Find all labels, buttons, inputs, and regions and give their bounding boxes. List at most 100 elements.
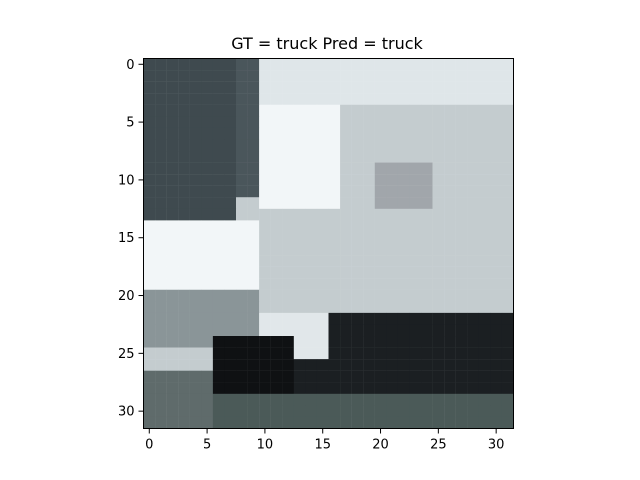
image-pixel <box>305 278 318 290</box>
image-pixel <box>143 174 156 186</box>
image-pixel <box>178 243 190 256</box>
image-pixel <box>363 393 375 406</box>
image-pixel <box>421 336 433 348</box>
image-pixel <box>259 312 271 325</box>
image-pixel <box>467 370 480 383</box>
image-pixel <box>166 104 179 117</box>
image-pixel <box>409 255 422 267</box>
image-pixel <box>293 393 306 406</box>
image-pixel <box>143 393 156 406</box>
image-pixel <box>293 405 306 418</box>
image-pixel <box>351 174 364 186</box>
image-pixel <box>490 81 503 94</box>
image-pixel <box>374 162 387 175</box>
image-pixel <box>212 266 225 279</box>
image-pixel <box>467 289 480 302</box>
image-pixel <box>282 162 295 175</box>
image-pixel <box>236 336 248 348</box>
image-pixel <box>270 336 283 348</box>
image-pixel <box>444 116 456 129</box>
image-pixel <box>363 278 375 290</box>
image-pixel <box>270 255 283 267</box>
image-pixel <box>282 301 295 314</box>
image-pixel <box>316 289 329 302</box>
image-pixel <box>224 58 237 71</box>
image-pixel <box>189 266 202 279</box>
image-pixel <box>455 116 468 129</box>
image-pixel <box>478 393 491 406</box>
image-pixel <box>316 151 329 163</box>
image-pixel <box>328 255 341 267</box>
image-pixel <box>340 324 352 337</box>
image-pixel <box>143 301 156 314</box>
image-pixel <box>316 174 329 186</box>
image-pixel <box>501 208 514 221</box>
image-pixel <box>201 174 214 186</box>
image-pixel <box>259 393 271 406</box>
image-pixel <box>293 416 306 429</box>
image-pixel <box>293 266 306 279</box>
image-pixel <box>282 405 295 418</box>
image-pixel <box>236 104 248 117</box>
image-pixel <box>455 405 468 418</box>
image-pixel <box>189 197 202 210</box>
image-pixel <box>143 162 156 175</box>
image-pixel <box>201 416 214 429</box>
image-pixel <box>432 185 445 198</box>
image-pixel <box>236 416 248 429</box>
image-pixel <box>166 58 179 71</box>
image-pixel <box>270 185 283 198</box>
image-pixel <box>247 382 260 395</box>
image-pixel <box>421 278 433 290</box>
image-pixel <box>282 266 295 279</box>
image-pixel <box>212 347 225 360</box>
image-pixel <box>189 405 202 418</box>
image-pixel <box>166 301 179 314</box>
image-pixel <box>386 370 399 383</box>
image-pixel <box>316 370 329 383</box>
image-pixel <box>386 162 399 175</box>
image-pixel <box>178 278 190 290</box>
image-pixel <box>247 104 260 117</box>
image-pixel <box>467 312 480 325</box>
image-pixel <box>467 162 480 175</box>
image-pixel <box>155 162 167 175</box>
image-pixel <box>224 104 237 117</box>
image-pixel <box>409 162 422 175</box>
image-pixel <box>501 301 514 314</box>
image-pixel <box>201 393 214 406</box>
image-pixel <box>374 231 387 244</box>
image-pixel <box>432 162 445 175</box>
image-pixel <box>189 162 202 175</box>
image-pixel <box>351 289 364 302</box>
image-pixel <box>490 416 503 429</box>
image-pixel <box>374 359 387 371</box>
image-pixel <box>490 336 503 348</box>
image-pixel <box>363 139 375 152</box>
image-pixel <box>397 336 410 348</box>
image-pixel <box>444 81 456 94</box>
image-pixel <box>224 278 237 290</box>
image-pixel <box>247 278 260 290</box>
image-pixel <box>305 359 318 371</box>
image-pixel <box>247 185 260 198</box>
image-pixel <box>143 127 156 140</box>
image-pixel <box>236 312 248 325</box>
image-pixel <box>259 382 271 395</box>
image-pixel <box>305 104 318 117</box>
image-pixel <box>212 185 225 198</box>
image-pixel <box>478 139 491 152</box>
image-pixel <box>270 278 283 290</box>
image-pixel <box>432 347 445 360</box>
image-pixel <box>340 81 352 94</box>
image-pixel <box>421 93 433 105</box>
image-pixel <box>409 116 422 129</box>
image-pixel <box>490 162 503 175</box>
image-pixel <box>501 139 514 152</box>
image-pixel <box>432 301 445 314</box>
image-pixel <box>305 393 318 406</box>
image-pixel <box>467 278 480 290</box>
y-tick-label: 0 <box>126 58 134 73</box>
image-pixel <box>212 81 225 94</box>
